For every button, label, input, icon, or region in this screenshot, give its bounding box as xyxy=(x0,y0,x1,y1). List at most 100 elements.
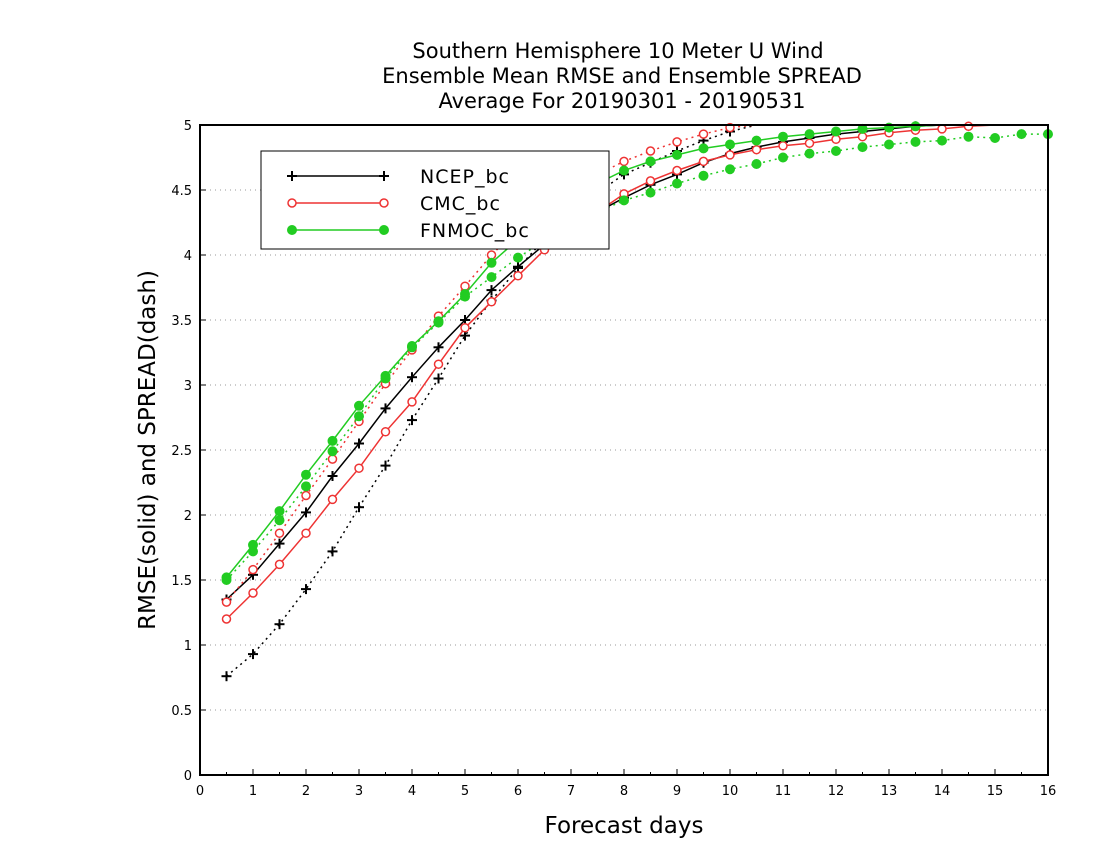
ncep-bc-spread-line xyxy=(226,124,1048,677)
cmc-bc-spread-point-3 xyxy=(301,490,311,501)
fnmoc-bc-rmse-point-22 xyxy=(804,129,815,140)
x-tick-label-1: 1 xyxy=(249,784,257,799)
legend-label-fnmoc-bc: FNMOC_bc xyxy=(420,220,530,242)
ncep-bc-rmse-point-8 xyxy=(433,342,444,353)
fnmoc-bc-rmse-point-5 xyxy=(354,400,364,411)
fnmoc-bc-spread-line xyxy=(225,133,1048,581)
ncep-bc-rmse-point-5 xyxy=(354,438,364,449)
ncep-bc-spread-point-2 xyxy=(274,619,285,630)
cmc-bc-spread-point-0 xyxy=(221,597,232,607)
ncep-bc-rmse-point-10 xyxy=(486,285,497,296)
fnmoc-bc-spread-point-10 xyxy=(486,272,497,283)
fnmoc-bc-spread-point-1 xyxy=(248,546,258,557)
legend-item-fnmoc-bc: FNMOC_bc xyxy=(287,220,530,242)
cmc-bc-rmse-point-2 xyxy=(274,559,285,570)
y-tick-label-8: 4 xyxy=(184,249,192,264)
fnmoc-bc-rmse-point-26 xyxy=(910,121,921,132)
x-tick-label-0: 0 xyxy=(196,784,204,799)
fnmoc-bc-spread-point-29 xyxy=(990,133,1000,143)
fnmoc-bc-spread-point-4 xyxy=(327,446,338,457)
cmc-bc-rmse-point-16 xyxy=(645,176,656,186)
cmc-bc-rmse-point-0 xyxy=(221,614,232,624)
fnmoc-bc-spread-point-20 xyxy=(751,159,762,169)
legend-marker-start xyxy=(287,225,297,235)
y-tick-label-4: 2 xyxy=(184,509,192,524)
title-line-1: Southern Hemisphere 10 Meter U Wind xyxy=(412,39,823,63)
legend-label-ncep-bc: NCEP_bc xyxy=(420,166,510,188)
cmc-bc-rmse-point-3 xyxy=(301,528,311,538)
fnmoc-bc-spread-point-30 xyxy=(1016,129,1027,140)
fnmoc-bc-spread-point-8 xyxy=(433,317,444,328)
fnmoc-bc-spread-point-15 xyxy=(619,195,629,206)
fnmoc-bc-spread-point-9 xyxy=(460,291,470,302)
y-tick-label-10: 5 xyxy=(184,119,192,134)
y-tick-label-0: 0 xyxy=(184,769,192,784)
x-axis-label: Forecast days xyxy=(545,813,704,839)
cmc-bc-spread-point-15 xyxy=(619,156,629,167)
cmc-bc-rmse-point-1 xyxy=(248,588,258,598)
fnmoc-bc-rmse-point-19 xyxy=(725,139,735,150)
fnmoc-bc-spread-point-3 xyxy=(301,481,311,492)
ncep-bc-rmse-point-4 xyxy=(327,471,338,481)
fnmoc-bc-rmse-point-23 xyxy=(831,126,841,137)
fnmoc-bc-rmse-point-20 xyxy=(751,135,762,146)
gridlines xyxy=(200,189,1048,711)
fnmoc-bc-spread-point-2 xyxy=(274,515,285,526)
y-tick-label-1: 0.5 xyxy=(171,704,192,719)
ncep-bc-spread-point-3 xyxy=(301,584,311,595)
fnmoc-bc-rmse-point-18 xyxy=(698,143,709,154)
x-tick-label-14: 14 xyxy=(934,784,951,799)
legend-marker-start xyxy=(287,171,297,181)
fnmoc-bc-rmse-point-16 xyxy=(645,156,656,167)
cmc-bc-rmse-point-22 xyxy=(804,138,815,148)
legend-marker-end xyxy=(379,225,389,235)
cmc-bc-spread-point-18 xyxy=(698,129,709,139)
cmc-bc-rmse-point-27 xyxy=(937,124,947,134)
cmc-bc-rmse-point-18 xyxy=(698,156,709,167)
x-tick-label-2: 2 xyxy=(302,784,310,799)
fnmoc-bc-rmse-point-21 xyxy=(778,131,788,142)
cmc-bc-rmse-point-11 xyxy=(513,271,523,281)
fnmoc-bc-spread-point-22 xyxy=(804,148,815,159)
cmc-bc-rmse-point-10 xyxy=(486,297,497,307)
legend: NCEP_bc CMC_bc FNMOC_bc xyxy=(260,150,610,250)
fnmoc-bc-spread-point-23 xyxy=(831,146,841,156)
title-line-3: Average For 20190301 - 20190531 xyxy=(438,89,805,113)
cmc-bc-rmse-point-8 xyxy=(433,359,444,369)
fnmoc-bc-rmse-point-10 xyxy=(486,257,497,268)
x-tick-label-6: 6 xyxy=(514,784,522,799)
ncep-bc-rmse-point-3 xyxy=(301,507,311,518)
x-axis: 0 1 2 3 4 5 6 7 8 9 10 11 12 13 14 15 16 xyxy=(196,769,1056,799)
x-tick-label-16: 16 xyxy=(1040,784,1057,799)
fnmoc-bc-spread-point-0 xyxy=(221,575,232,585)
ncep-bc-spread-point-5 xyxy=(354,502,364,513)
ncep-bc-rmse-point-7 xyxy=(407,372,417,383)
fnmoc-bc-spread-point-28 xyxy=(963,131,974,142)
ncep-bc-spread-point-6 xyxy=(380,460,391,471)
y-tick-label-2: 1 xyxy=(184,639,192,654)
fnmoc-bc-spread-point-27 xyxy=(937,135,947,146)
chart-title: Southern Hemisphere 10 Meter U Wind Ense… xyxy=(382,39,862,113)
ncep-bc-spread-point-7 xyxy=(407,415,417,426)
fnmoc-bc-spread-point-6 xyxy=(380,373,391,384)
legend-marker-end xyxy=(379,171,389,181)
x-tick-label-3: 3 xyxy=(355,784,363,799)
cmc-bc-spread-point-2 xyxy=(274,528,285,538)
fnmoc-bc-rmse-point-4 xyxy=(327,435,338,446)
fnmoc-bc-spread-point-16 xyxy=(645,187,656,198)
fnmoc-bc-spread-point-26 xyxy=(910,136,921,147)
fnmoc-bc-rmse-point-15 xyxy=(619,165,629,176)
x-tick-label-15: 15 xyxy=(987,784,1004,799)
x-tick-label-7: 7 xyxy=(567,784,575,799)
cmc-bc-rmse-point-17 xyxy=(672,165,682,176)
y-tick-label-7: 3.5 xyxy=(171,314,192,329)
cmc-bc-rmse-point-7 xyxy=(407,397,417,407)
cmc-bc-rmse-point-4 xyxy=(327,494,338,505)
ncep-bc-spread-point-8 xyxy=(433,373,444,384)
cmc-bc-rmse-point-20 xyxy=(751,144,762,155)
fnmoc-bc-spread-point-11 xyxy=(513,252,523,263)
y-tick-label-9: 4.5 xyxy=(171,184,192,199)
cmc-bc-spread-point-1 xyxy=(248,564,258,575)
x-tick-label-13: 13 xyxy=(881,784,898,799)
fnmoc-bc-spread-point-17 xyxy=(672,178,682,189)
